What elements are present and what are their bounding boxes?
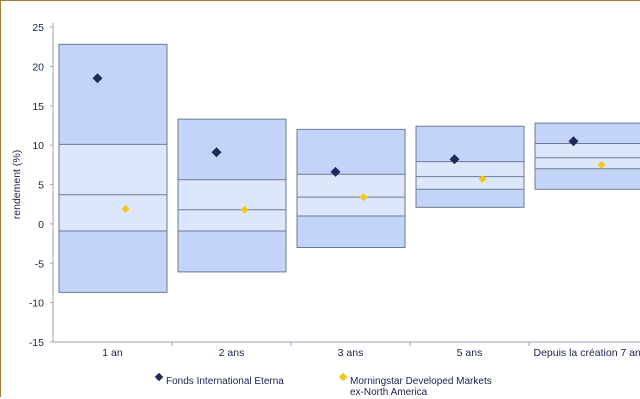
box-upper-band	[297, 129, 405, 174]
box-middle-band	[178, 180, 286, 231]
y-tick-label: 15	[32, 101, 44, 113]
y-tick-label: -5	[35, 258, 44, 270]
y-tick-label: -15	[29, 337, 44, 349]
box-upper-band	[416, 126, 524, 161]
y-tick-label: 0	[38, 219, 44, 231]
box-lower-band	[416, 189, 524, 207]
box-lower-band	[297, 216, 405, 248]
box-middle-band	[416, 162, 524, 190]
box-lower-band	[59, 231, 167, 292]
box-upper-band	[59, 44, 167, 144]
legend-benchmark-label-line2: ex-North America	[350, 387, 427, 399]
y-tick-label: 10	[32, 140, 44, 152]
x-tick-label: 3 ans	[338, 347, 364, 359]
y-axis-label: rendement (%)	[11, 150, 23, 219]
x-tick-label: 2 ans	[219, 347, 245, 359]
box-lower-band	[178, 231, 286, 272]
box-middle-band	[535, 144, 640, 169]
box-middle-band	[59, 144, 167, 231]
y-tick-label: 20	[32, 61, 44, 73]
x-tick-label: Depuis la création 7 ans	[534, 347, 640, 359]
y-tick-label: 5	[38, 180, 44, 192]
y-tick-label: -10	[29, 298, 44, 310]
box-upper-band	[535, 123, 640, 143]
box-upper-band	[178, 119, 286, 180]
box-middle-band	[297, 174, 405, 216]
x-tick-label: 5 ans	[457, 347, 483, 359]
x-tick-label: 1 an	[102, 347, 123, 359]
box-lower-band	[535, 169, 640, 189]
legend-fund-label: Fonds International Eterna	[166, 376, 284, 388]
y-tick-label: 25	[32, 22, 44, 34]
